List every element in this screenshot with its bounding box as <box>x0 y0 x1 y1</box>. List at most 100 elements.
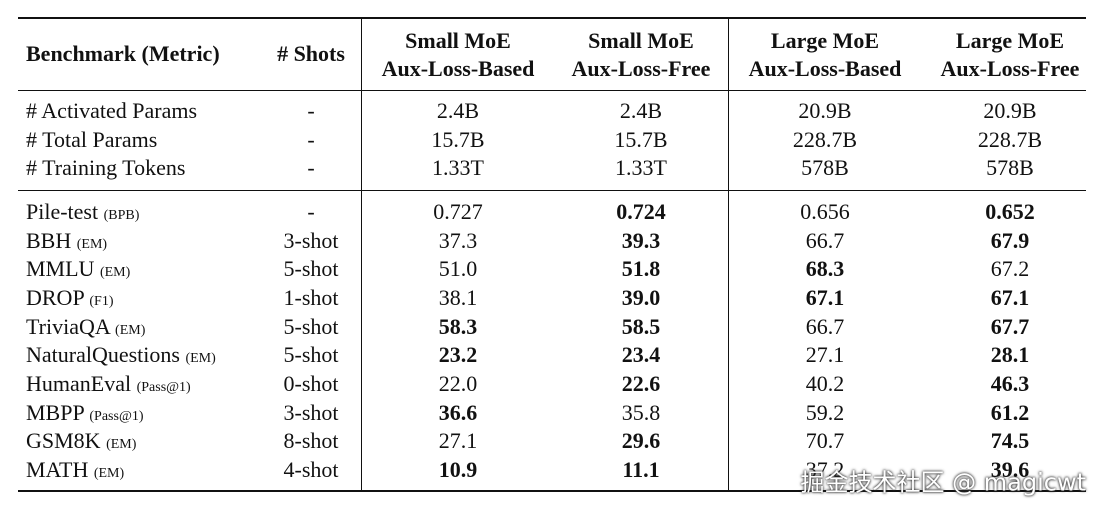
row-label: # Total Params <box>26 126 158 152</box>
cell-value: 61.2 <box>990 399 1030 425</box>
row-label: Pile-test (BPB) <box>26 201 139 223</box>
shots: - <box>307 199 315 224</box>
cell-value: 15.7B <box>431 126 485 152</box>
cell-value: 27.1 <box>438 428 478 454</box>
shots: 0-shot <box>283 370 339 396</box>
metric: (BPB) <box>103 208 140 223</box>
cell-value: 22.6 <box>621 370 661 396</box>
benchmark-name: MBPP <box>26 399 84 425</box>
cell-value: 0.652 <box>985 199 1035 224</box>
cell-value: 23.4 <box>621 342 661 368</box>
shots: 8-shot <box>283 428 339 454</box>
benchmark-name: # Training Tokens <box>26 155 186 181</box>
bottom-rule <box>18 490 1086 492</box>
benchmark-name: MATH <box>26 456 89 482</box>
cell-value: 20.9B <box>983 98 1037 123</box>
shots: - <box>307 98 315 123</box>
cell-value: 67.1 <box>805 284 845 310</box>
cell-value: 39.0 <box>621 284 661 310</box>
metric: (EM) <box>76 236 108 252</box>
cell-value: 59.2 <box>805 399 845 425</box>
row-label: BBH (EM) <box>26 227 108 253</box>
cell-value: 2.4B <box>619 98 663 123</box>
metric: (EM) <box>99 265 131 281</box>
benchmark-name: Pile-test <box>26 199 99 224</box>
cell-value: 28.1 <box>990 342 1030 368</box>
shots: 5-shot <box>283 256 339 282</box>
cell-value: 20.9B <box>798 98 852 123</box>
benchmark-name: NaturalQuestions <box>26 342 180 368</box>
cell-value: 27.1 <box>805 342 845 368</box>
top-rule <box>18 17 1086 19</box>
cell-value: 67.1 <box>990 284 1030 310</box>
cell-value: 0.727 <box>433 199 483 224</box>
cell-value: 58.3 <box>438 313 478 339</box>
shots: 1-shot <box>283 284 339 310</box>
cell-value: 46.3 <box>990 370 1030 396</box>
cell-value: 228.7B <box>792 126 858 152</box>
benchmark-name: TriviaQA <box>26 313 110 339</box>
shots: 3-shot <box>283 227 339 253</box>
row-label: MMLU (EM) <box>26 258 130 280</box>
group-rule <box>18 190 1086 191</box>
cell-value: 68.3 <box>805 256 845 282</box>
benchmark-name: DROP <box>26 284 84 310</box>
shots: 5-shot <box>283 342 339 368</box>
benchmark-name: BBH <box>26 227 72 253</box>
header-rule <box>18 90 1086 91</box>
shots: - <box>307 126 315 152</box>
cell-value: 35.8 <box>621 399 661 425</box>
cell-value: 228.7B <box>977 126 1043 152</box>
cell-value: 1.33T <box>615 155 667 181</box>
shots: - <box>307 155 315 181</box>
metric: (EM) <box>115 322 146 338</box>
cell-value: 39.6 <box>990 456 1030 482</box>
cell-value: 51.8 <box>621 256 661 282</box>
benchmark-name: HumanEval <box>26 370 132 396</box>
cell-value: 58.5 <box>621 313 661 339</box>
row-label: # Activated Params <box>26 100 197 122</box>
cell-value: 0.724 <box>616 199 666 224</box>
column-header: Aux-Loss-Free <box>571 56 711 81</box>
cell-value: 67.9 <box>990 227 1030 253</box>
cell-value: 66.7 <box>805 227 845 253</box>
benchmark-name: GSM8K <box>26 428 101 454</box>
shots: 4-shot <box>283 456 339 482</box>
column-header: Aux-Loss-Based <box>748 56 902 81</box>
metric: (F1) <box>89 293 114 309</box>
benchmark-name: # Total Params <box>26 126 158 152</box>
cell-value: 70.7 <box>805 428 845 454</box>
cell-value: 578B <box>801 155 849 181</box>
cell-value: 15.7B <box>614 126 668 152</box>
column-header: Small MoE <box>405 28 511 53</box>
cell-value: 37.3 <box>438 227 478 253</box>
row-label: MBPP (Pass@1) <box>26 399 144 425</box>
cell-value: 40.2 <box>805 370 845 396</box>
row-label: MATH (EM) <box>26 456 125 482</box>
header-shots: # Shots <box>277 41 345 66</box>
watermark: 掘金技术社区 @ magicwt <box>800 468 1086 497</box>
header-benchmark: Benchmark (Metric) <box>26 41 220 66</box>
cell-value: 67.2 <box>990 256 1030 282</box>
cell-value: 38.1 <box>438 284 478 310</box>
column-divider <box>361 17 362 490</box>
column-header: Aux-Loss-Free <box>940 56 1080 81</box>
row-label: HumanEval (Pass@1) <box>26 370 191 396</box>
column-header: Large MoE <box>955 28 1065 53</box>
row-label: DROP (F1) <box>26 284 114 310</box>
cell-value: 22.0 <box>438 370 478 396</box>
cell-value: 51.0 <box>438 256 478 282</box>
cell-value: 578B <box>986 155 1034 181</box>
cell-value: 23.2 <box>438 342 478 368</box>
cell-value: 67.7 <box>990 313 1030 339</box>
cell-value: 10.9 <box>438 456 478 482</box>
cell-value: 29.6 <box>621 428 661 454</box>
metric: (EM) <box>93 465 125 481</box>
cell-value: 39.3 <box>621 227 661 253</box>
column-header: Small MoE <box>588 28 694 53</box>
benchmark-name: # Activated Params <box>26 98 198 123</box>
metric: (EM) <box>185 351 216 367</box>
cell-value: 66.7 <box>805 313 845 339</box>
metric: (Pass@1) <box>89 408 144 424</box>
